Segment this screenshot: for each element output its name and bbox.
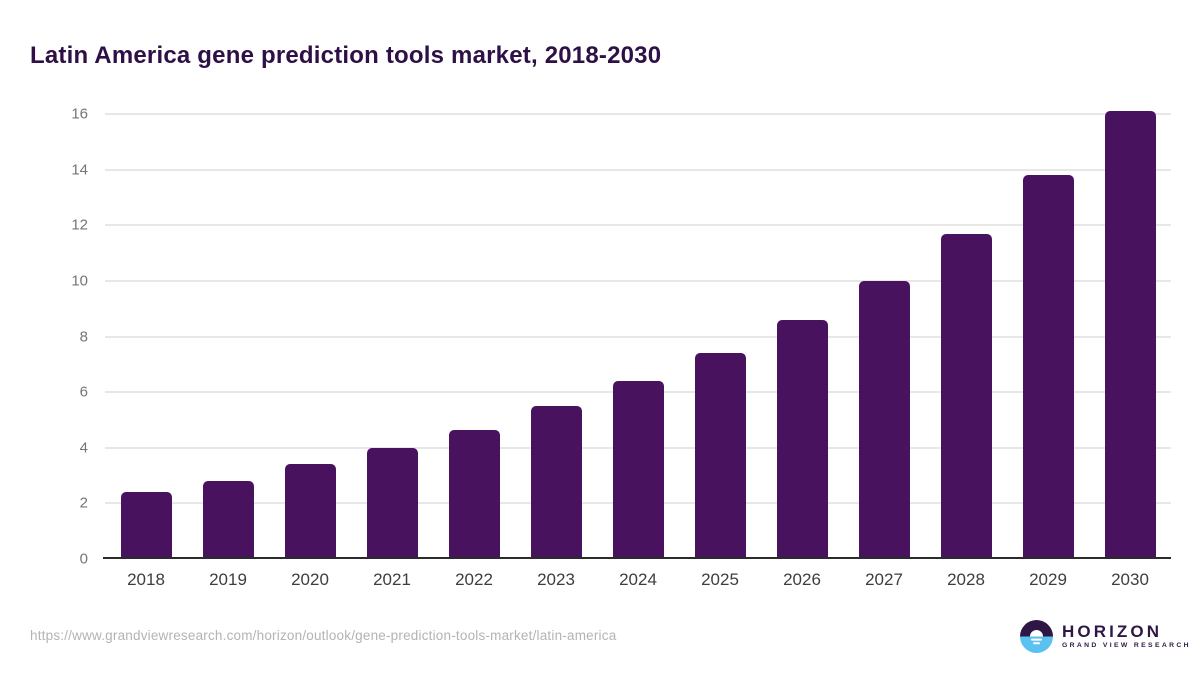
x-tick-label: 2024: [619, 570, 657, 589]
bar-2029: [1022, 175, 1074, 559]
x-tick-label: 2027: [865, 570, 903, 589]
x-tick-label: 2023: [537, 570, 575, 589]
bar-2018: [120, 492, 172, 559]
source-url: https://www.grandviewresearch.com/horizo…: [30, 628, 617, 643]
plot-area: [105, 111, 1171, 559]
x-tick-label: 2028: [947, 570, 985, 589]
y-tick-label: 10: [71, 272, 88, 290]
bar-2023: [530, 406, 582, 559]
horizon-logo: HORIZON GRAND VIEW RESEARCH: [1020, 620, 1191, 653]
gridline: [105, 113, 1171, 115]
y-tick-label: 8: [79, 328, 88, 345]
bar-2027: [858, 280, 910, 559]
bar-2025: [694, 353, 746, 559]
bar-2020: [284, 464, 336, 559]
x-tick-label: 2021: [373, 570, 411, 589]
bar-slot: [761, 114, 843, 559]
y-tick-label: 0: [79, 550, 88, 568]
x-tick-label: 2022: [455, 570, 493, 589]
x-axis-line: [103, 557, 1171, 559]
page-title: Latin America gene prediction tools mark…: [30, 42, 662, 70]
y-tick-label: 2: [79, 494, 88, 512]
gridline: [105, 224, 1171, 227]
gridline: [105, 279, 1171, 282]
bar-slot: [843, 114, 925, 559]
bar-2022: [448, 429, 500, 559]
bar-2024: [612, 381, 664, 559]
x-tick-label: 2030: [1111, 570, 1149, 589]
bar-slot: [515, 114, 597, 559]
bar-2026: [776, 319, 828, 559]
y-tick-label: 14: [71, 161, 88, 179]
x-tick-label: 2025: [701, 570, 739, 589]
bar-2030: [1104, 111, 1156, 559]
logo-name: HORIZON: [1062, 622, 1163, 642]
x-tick-label: 2019: [209, 570, 247, 589]
bar-2028: [940, 233, 992, 559]
x-tick-label: 2020: [291, 570, 329, 589]
bar-slot: [187, 114, 269, 559]
bar-slot: [269, 114, 351, 559]
bar-2019: [202, 481, 254, 559]
y-tick-label: 12: [71, 216, 88, 234]
bar-slot: [351, 114, 433, 559]
bar-slot: [1089, 111, 1171, 559]
bar-slot: [925, 114, 1007, 559]
bar-slot: [433, 114, 515, 559]
bar-slot: [1007, 114, 1089, 559]
logo-subtitle: GRAND VIEW RESEARCH: [1062, 642, 1191, 650]
x-axis-labels: 2018 2019 2020 2021 2022 2023 2024 2025 2026 2027…: [105, 570, 1171, 590]
gridline: [105, 168, 1171, 171]
logo-text: HORIZON GRAND VIEW RESEARCH: [1062, 623, 1191, 650]
sunset-horizon-icon: [1020, 620, 1053, 653]
y-tick-label: 6: [79, 383, 88, 401]
x-tick-label: 2029: [1029, 570, 1067, 589]
bar-series: [105, 111, 1171, 559]
bar-slot: [597, 114, 679, 559]
gridline: [105, 335, 1171, 338]
x-tick-label: 2026: [783, 570, 821, 589]
bar-2021: [366, 447, 418, 559]
y-tick-label: 4: [79, 439, 88, 457]
y-tick-label: 16: [71, 105, 88, 123]
bar-slot: [105, 114, 187, 559]
bar-slot: [679, 114, 761, 559]
x-tick-label: 2018: [127, 570, 165, 589]
